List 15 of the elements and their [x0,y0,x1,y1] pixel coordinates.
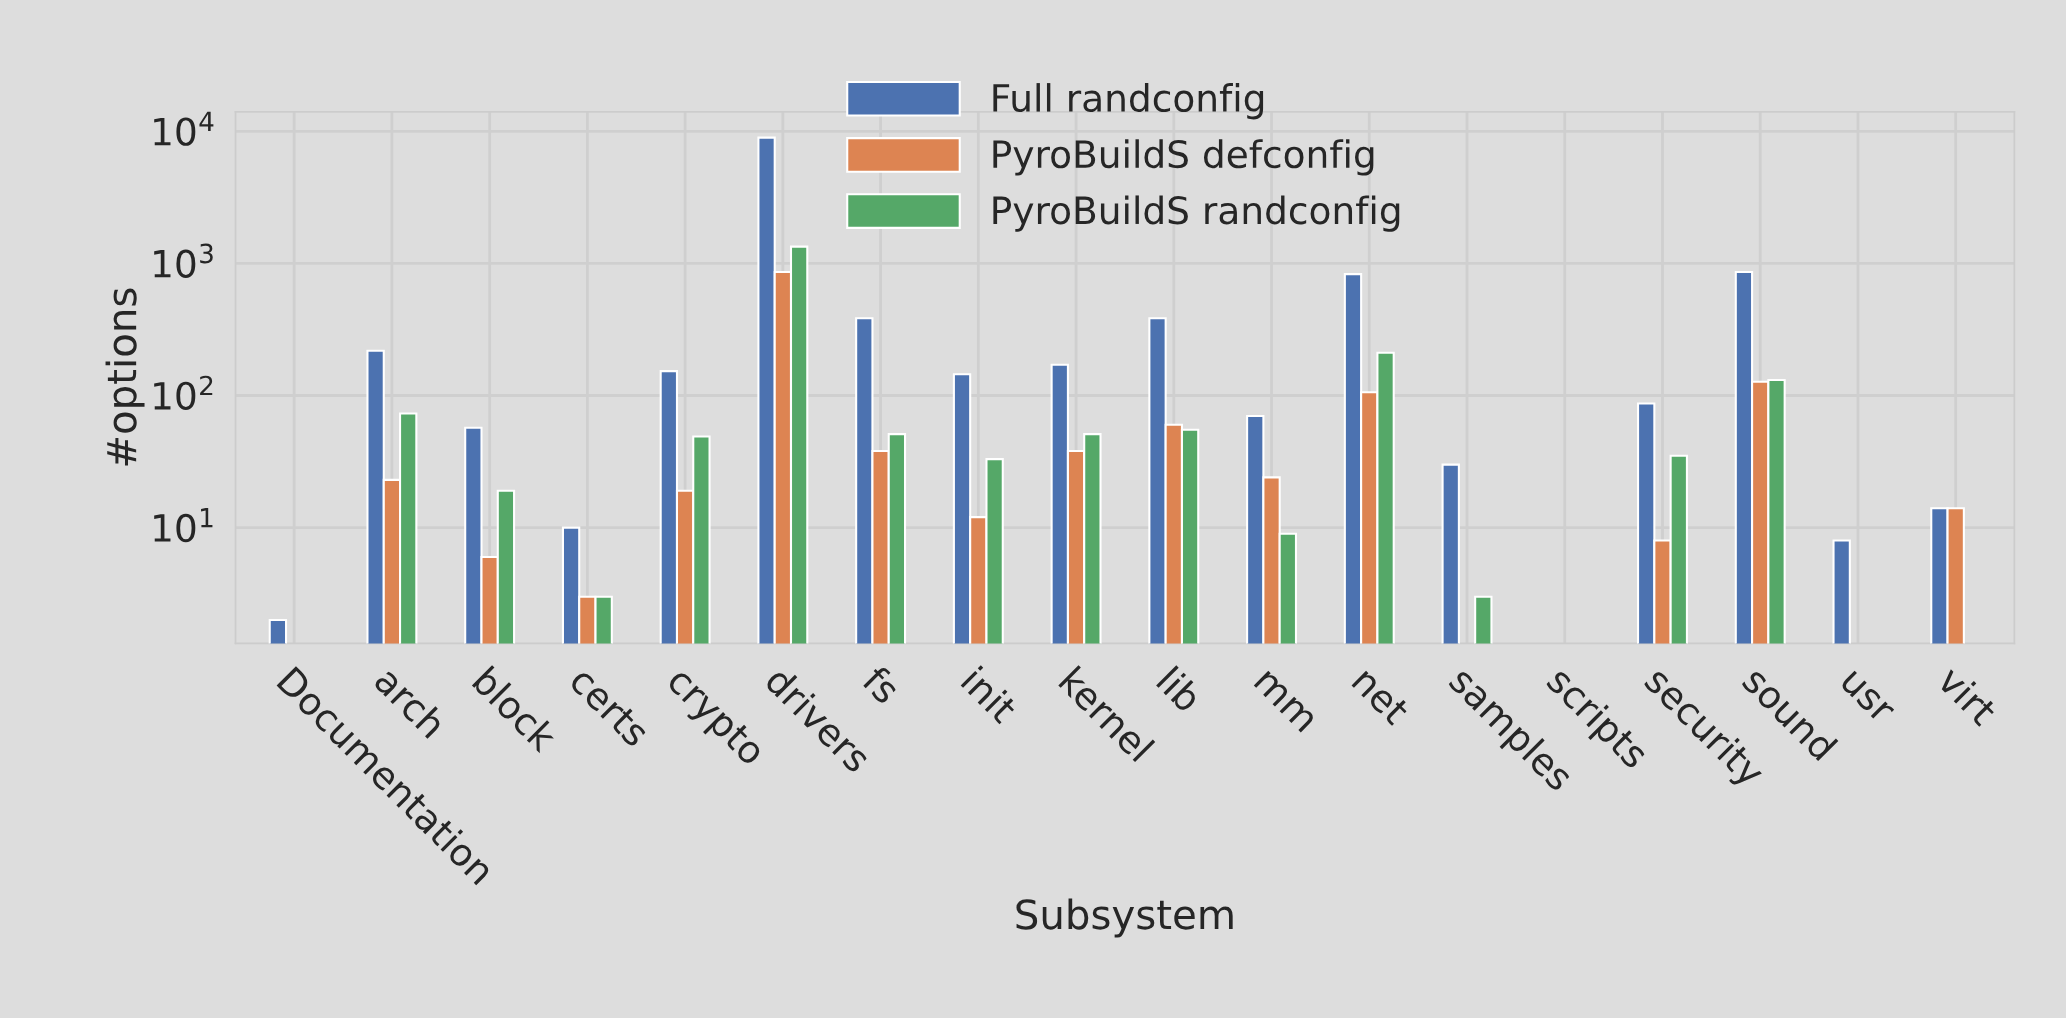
x-axis-title: Subsystem [1016,898,1233,938]
x-tick-label: usr [1839,670,1895,725]
x-tick-label: init [960,665,1020,725]
y-tick-label: 10$^{4}$ [154,111,214,146]
y-axis-title: #options [105,288,145,466]
legend-label: PyroBuildS randconfig [993,195,1400,232]
y-tick-label: 10$^{2}$ [154,375,213,411]
x-tick-label: virt [1936,663,2000,727]
y-tick-label: 10$^{1}$ [154,508,213,543]
x-tick-label: mm [1253,670,1316,733]
x-tick-label: lib [1155,665,1204,714]
y-tick-label: 10$^{3}$ [154,243,213,278]
x-tick-label: net [1351,666,1411,727]
legend-label: Full randconfig [993,83,1264,120]
legend-label: PyroBuildS defconfig [993,139,1374,176]
